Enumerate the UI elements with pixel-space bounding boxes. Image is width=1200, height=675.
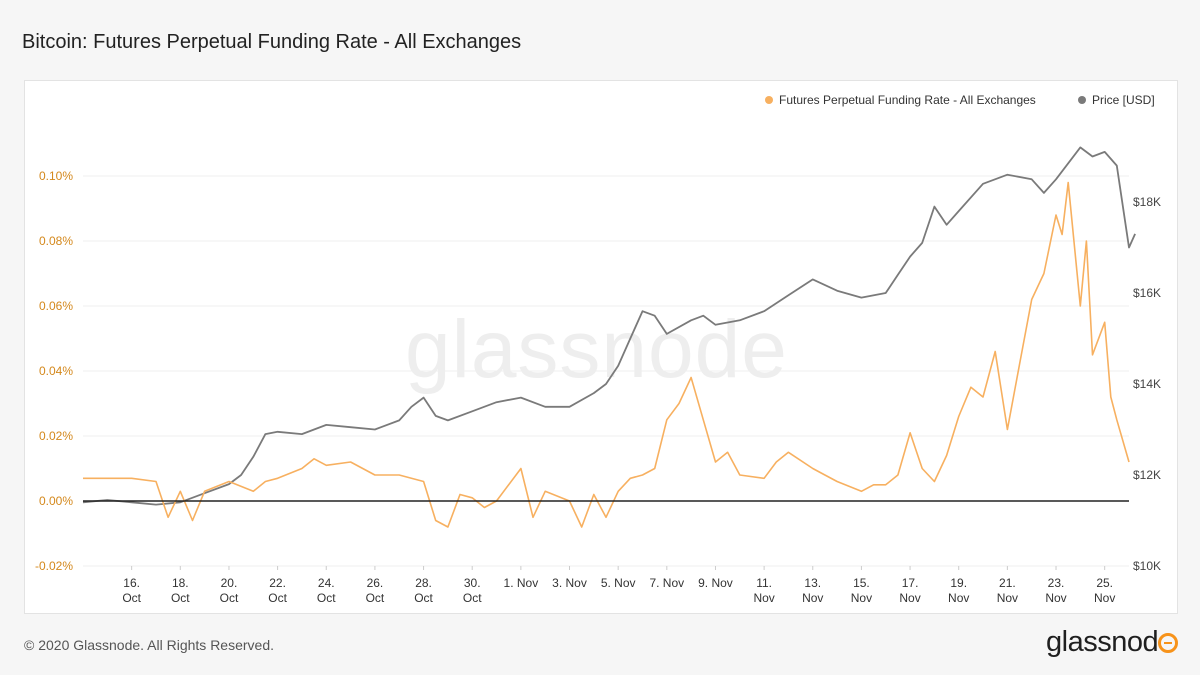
x-tick-label: 16.	[123, 576, 140, 590]
x-tick-label: 21.	[999, 576, 1016, 590]
x-tick-label-month: Nov	[997, 591, 1018, 605]
x-tick-label-month: Oct	[171, 591, 190, 605]
x-tick-label-month: Oct	[317, 591, 336, 605]
x-tick-label-month: Oct	[414, 591, 433, 605]
chart-panel: glassnode Futures Perpetual Funding Rate…	[24, 80, 1178, 614]
x-tick-label: 15.	[853, 576, 870, 590]
x-tick-label-month: Nov	[753, 591, 774, 605]
y-left-tick-label: -0.02%	[35, 559, 73, 573]
x-tick-label: 19.	[950, 576, 967, 590]
x-tick-label: 25.	[1096, 576, 1113, 590]
chart-plot[interactable]: -0.02% 0.00% 0.02% 0.04% 0.06% 0.08% 0.10% $10K…	[25, 81, 1177, 613]
x-tick-label-month: Oct	[463, 591, 482, 605]
x-tick-label-month: Nov	[1094, 591, 1115, 605]
y-right-tick-label: $12K	[1133, 468, 1161, 482]
y-right-tick-label: $18K	[1133, 195, 1161, 209]
x-tick-label: 9. Nov	[698, 576, 733, 590]
y-left-tick-label: 0.02%	[39, 429, 73, 443]
y-left-tick-label: 0.06%	[39, 299, 73, 313]
y-right-tick-label: $10K	[1133, 559, 1161, 573]
watermark: glassnode	[405, 304, 788, 395]
x-tick-label: 18.	[172, 576, 189, 590]
x-tick-label-month: Nov	[948, 591, 969, 605]
legend-dot-icon	[765, 96, 773, 104]
x-tick-label-month: Nov	[802, 591, 823, 605]
y-right-tick-label: $14K	[1133, 377, 1161, 391]
legend-label-funding-rate: Futures Perpetual Funding Rate - All Exc…	[779, 93, 1036, 107]
x-tick-label-month: Nov	[899, 591, 920, 605]
legend-item-funding-rate[interactable]: Futures Perpetual Funding Rate - All Exc…	[765, 93, 1036, 107]
x-tick-label: 1. Nov	[504, 576, 539, 590]
x-tick-label-month: Oct	[122, 591, 141, 605]
x-tick-label: 30.	[464, 576, 481, 590]
logo-o-icon	[1158, 633, 1179, 653]
x-tick-label: 28.	[415, 576, 432, 590]
x-tick-label: 5. Nov	[601, 576, 636, 590]
legend-item-price[interactable]: Price [USD]	[1078, 93, 1155, 107]
y-left-tick-label: 0.00%	[39, 494, 73, 508]
y-left-tick-label: 0.08%	[39, 234, 73, 248]
price-series-line	[82, 146, 1136, 506]
legend-label-price: Price [USD]	[1092, 93, 1155, 107]
funding-rate-series-line	[83, 181, 1130, 528]
y-left-tick-label: 0.10%	[39, 169, 73, 183]
x-tick-label: 3. Nov	[552, 576, 587, 590]
x-tick-label-month: Nov	[1045, 591, 1066, 605]
x-tick-label: 20.	[221, 576, 238, 590]
x-tick-label-month: Oct	[366, 591, 385, 605]
x-tick-label: 13.	[804, 576, 821, 590]
x-tick-label-month: Oct	[268, 591, 287, 605]
x-tick-label: 7. Nov	[649, 576, 684, 590]
copyright-text: © 2020 Glassnode. All Rights Reserved.	[24, 637, 275, 653]
legend-dot-icon	[1078, 96, 1086, 104]
x-tick-label-month: Nov	[851, 591, 872, 605]
glassnode-logo: glassnod	[1046, 626, 1179, 659]
y-left-tick-label: 0.04%	[39, 364, 73, 378]
x-tick-label: 24.	[318, 576, 335, 590]
x-tick-label: 11.	[756, 576, 772, 590]
x-tick-label: 23.	[1048, 576, 1065, 590]
chart-title: Bitcoin: Futures Perpetual Funding Rate …	[22, 31, 522, 53]
x-tick-label: 17.	[902, 576, 919, 590]
x-tick-label: 22.	[269, 576, 286, 590]
x-tick-label: 26.	[367, 576, 384, 590]
y-right-tick-label: $16K	[1133, 286, 1161, 300]
x-tick-label-month: Oct	[220, 591, 239, 605]
